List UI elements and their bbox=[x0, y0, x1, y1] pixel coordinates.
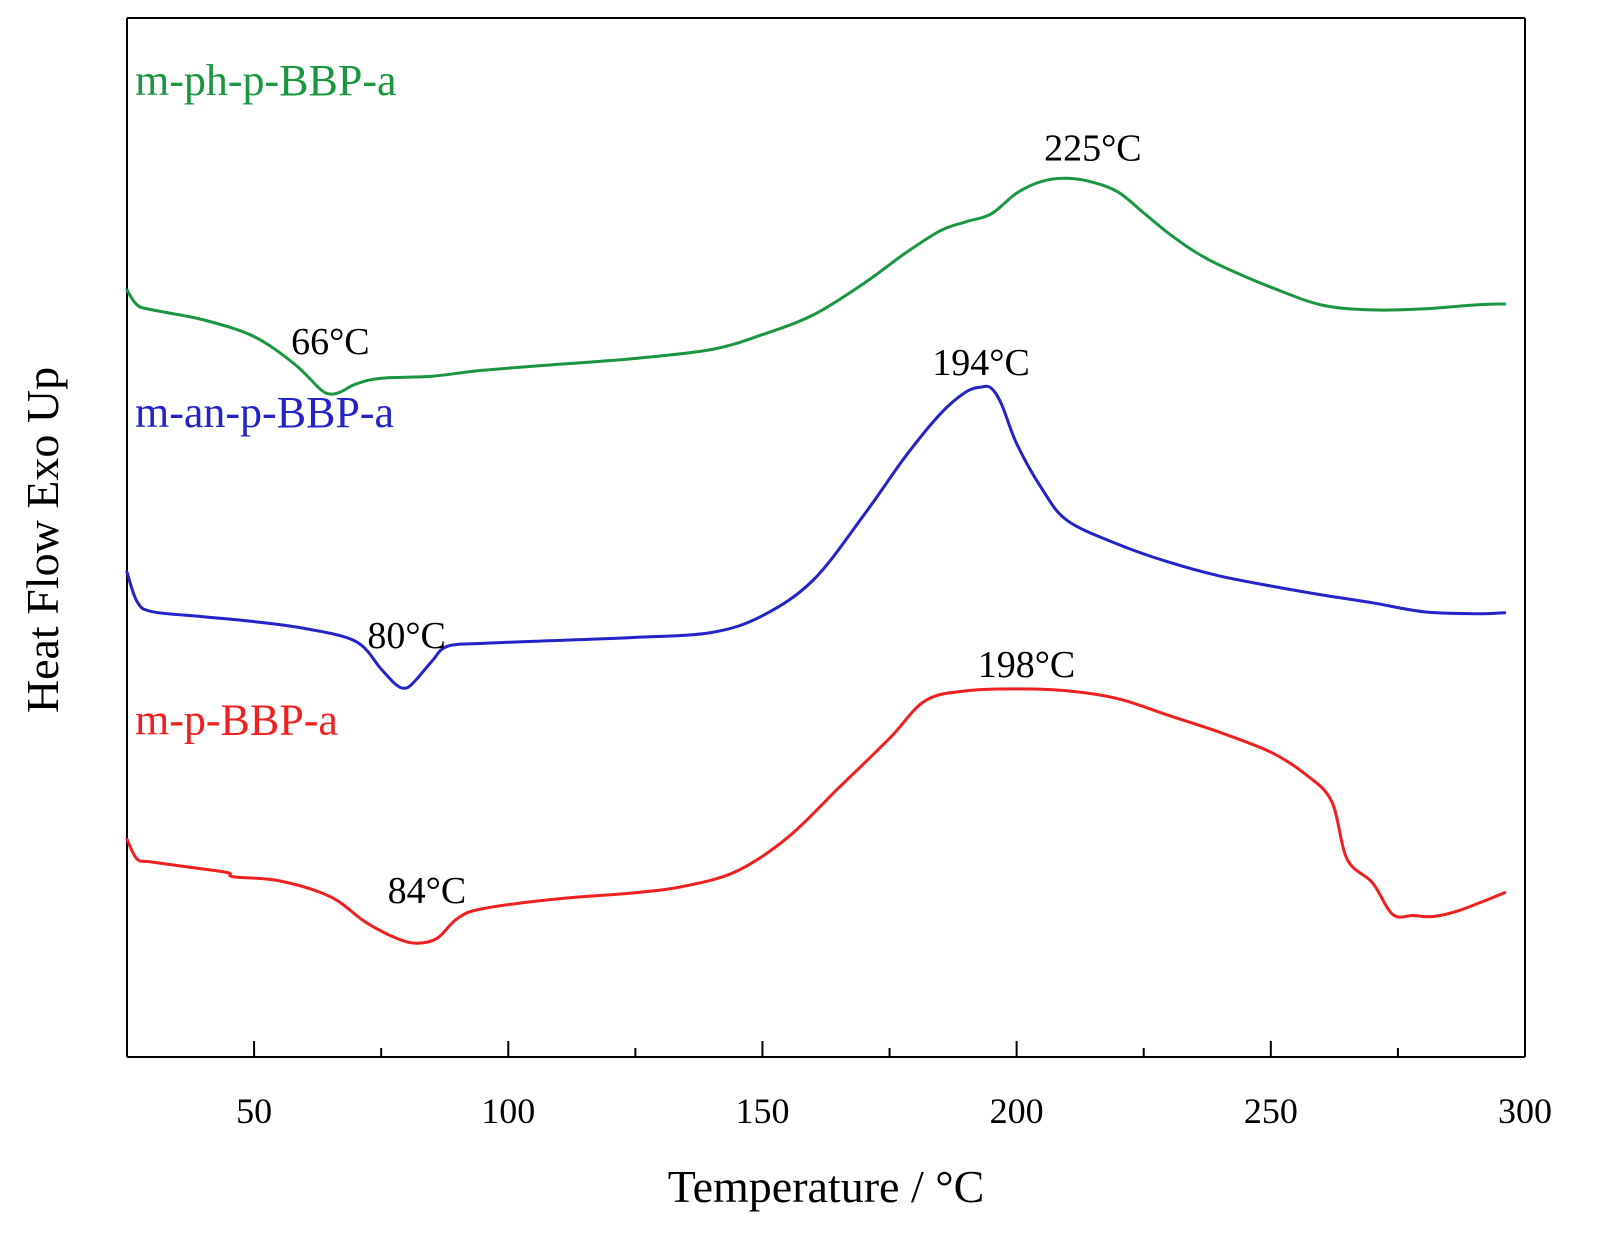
peak-label: 194°C bbox=[932, 342, 1030, 384]
series-lines bbox=[125, 176, 1507, 945]
series-line-m-an-p-BBP-a bbox=[125, 384, 1507, 690]
series-line-m-p-BBP-a bbox=[125, 687, 1507, 945]
peak-label: 80°C bbox=[367, 615, 446, 657]
axes-frame bbox=[126, 17, 1526, 1058]
x-tick-label: 250 bbox=[1244, 1091, 1298, 1131]
x-tick-label: 150 bbox=[735, 1091, 789, 1131]
x-tick-label: 200 bbox=[990, 1091, 1044, 1131]
x-axis-tick-labels: 50 100 150 200 250 300 bbox=[236, 1091, 1552, 1131]
x-axis-title: Temperature / °C bbox=[668, 1161, 985, 1212]
peak-label: 84°C bbox=[388, 870, 467, 912]
legend-entry: m-an-p-BBP-a bbox=[135, 388, 394, 437]
peak-label: 198°C bbox=[978, 644, 1076, 686]
legend-entry: m-p-BBP-a bbox=[135, 695, 338, 744]
x-tick-label: 300 bbox=[1498, 1091, 1552, 1131]
x-tick-label: 50 bbox=[236, 1091, 272, 1131]
peak-annotations: 225°C 66°C 194°C 80°C 198°C 84°C bbox=[291, 127, 1142, 912]
inline-legend: m-ph-p-BBP-a m-an-p-BBP-a m-p-BBP-a bbox=[135, 56, 397, 744]
x-tick-label: 100 bbox=[481, 1091, 535, 1131]
legend-entry: m-ph-p-BBP-a bbox=[135, 56, 397, 105]
x-axis-ticks bbox=[126, 1041, 1526, 1057]
peak-label: 225°C bbox=[1044, 127, 1142, 169]
y-axis-title: Heat Flow Exo Up bbox=[17, 367, 68, 713]
peak-label: 66°C bbox=[291, 321, 370, 363]
series-line-m-ph-p-BBP-a bbox=[125, 176, 1507, 396]
